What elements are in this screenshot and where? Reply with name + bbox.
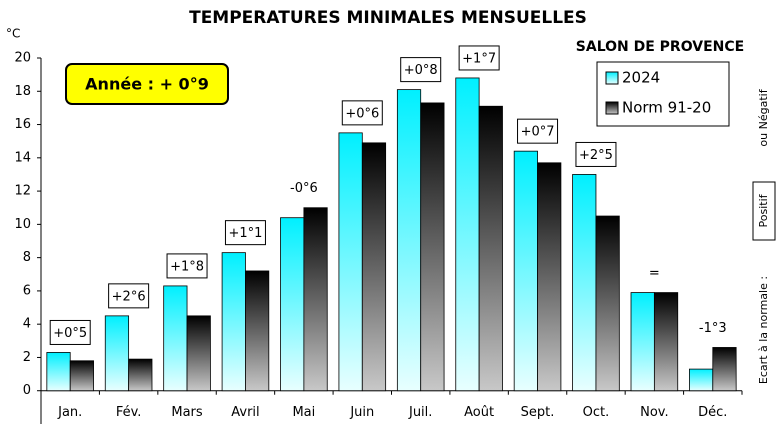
bar <box>653 292 679 392</box>
side-note-negative: ou Négatif <box>757 88 770 146</box>
bar <box>280 217 305 392</box>
legend-swatch <box>605 101 619 115</box>
bar <box>572 174 597 392</box>
side-note-positive: Positif <box>757 193 770 227</box>
chart-title: TEMPERATURES MINIMALES MENSUELLES <box>189 8 587 28</box>
annotation: +1°8 <box>170 259 204 274</box>
y-tick-label: 16 <box>14 117 31 132</box>
x-tick-label: Déc. <box>698 405 727 420</box>
y-tick-label: 20 <box>14 51 31 66</box>
legend-box <box>596 61 730 127</box>
annotation-box <box>224 220 266 246</box>
annotation: +0°6 <box>345 106 379 121</box>
bar <box>221 252 246 392</box>
annotation: +0°8 <box>404 63 438 78</box>
x-tick-label: Avril <box>231 405 259 420</box>
annotation: +0°7 <box>521 125 555 140</box>
x-tick-label: Août <box>464 405 494 420</box>
bar <box>46 352 71 392</box>
y-tick-label: 6 <box>23 283 31 298</box>
legend-label: 2024 <box>622 69 660 87</box>
y-tick-label: 8 <box>23 250 31 265</box>
annotation-box <box>108 283 150 309</box>
annotation: = <box>649 266 660 281</box>
legend-label: Norm 91-20 <box>622 99 711 117</box>
bar <box>104 315 130 392</box>
bar <box>128 358 153 392</box>
annotation: +1°7 <box>462 51 496 66</box>
bar <box>245 270 270 392</box>
year-note-box <box>65 63 229 105</box>
x-tick-label: Juin <box>349 405 374 420</box>
bar <box>69 360 94 392</box>
x-tick-label: Oct. <box>583 405 610 420</box>
annotation: +0°5 <box>53 326 87 341</box>
year-note: Année : + 0°9 <box>85 75 209 94</box>
y-tick-label: 14 <box>14 150 31 165</box>
bar <box>689 368 714 392</box>
annotation: +1°1 <box>228 226 262 241</box>
side-note-label: Ecart à la normale : <box>757 276 770 384</box>
x-tick-label: Mai <box>292 405 315 420</box>
y-tick-label: 10 <box>14 217 31 232</box>
bar <box>186 315 211 392</box>
x-tick-label: Mars <box>171 405 203 420</box>
x-tick-label: Nov. <box>640 405 669 420</box>
bar <box>595 215 620 392</box>
y-tick-label: 0 <box>23 383 31 398</box>
bar <box>630 292 655 392</box>
bar <box>537 162 562 392</box>
bar <box>513 150 538 392</box>
chart-subtitle: SALON DE PROVENCE <box>576 39 744 55</box>
annotation: +2°5 <box>579 148 613 163</box>
y-tick-label: 4 <box>23 317 31 332</box>
bar <box>455 77 480 392</box>
annotation: -1°3 <box>699 321 727 336</box>
bar <box>338 132 363 392</box>
annotation-box <box>49 319 91 345</box>
x-tick-label: Sept. <box>521 405 555 420</box>
bar <box>420 102 445 392</box>
annotation: -0°6 <box>290 181 318 196</box>
y-tick-label: 12 <box>14 184 31 199</box>
annotation-box <box>458 45 500 71</box>
bar <box>396 89 422 392</box>
bar <box>163 285 188 392</box>
y-tick-label: 2 <box>23 350 31 365</box>
bar <box>361 142 387 392</box>
legend-swatch <box>605 71 619 85</box>
annotation-box <box>575 141 617 167</box>
bar <box>478 105 503 392</box>
y-tick-label: 18 <box>14 84 31 99</box>
annotation-box <box>400 57 442 83</box>
annotation: +2°6 <box>112 289 146 304</box>
bar <box>303 207 328 392</box>
x-tick-label: Fév. <box>116 405 142 420</box>
side-note-box <box>752 181 776 241</box>
annotation-box <box>166 253 208 279</box>
x-tick-label: Jan. <box>57 405 82 420</box>
y-unit: °C <box>6 27 20 41</box>
bar <box>712 347 737 392</box>
annotation-box <box>517 118 559 144</box>
x-tick-label: Juil. <box>408 405 432 420</box>
annotation-box <box>341 100 383 126</box>
